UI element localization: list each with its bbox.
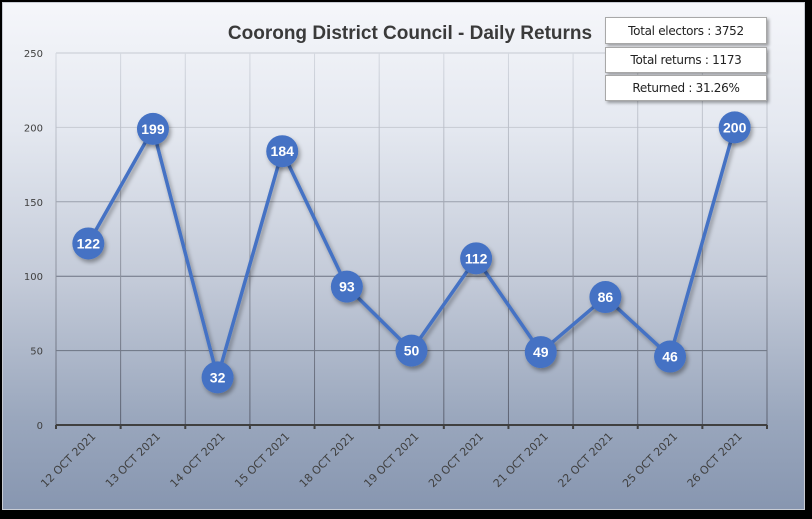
x-tick-label: 19 OCT 2021 [361,430,421,490]
x-tick-label: 14 OCT 2021 [168,430,228,490]
x-tick-label: 13 OCT 2021 [103,430,163,490]
y-tick-label: 150 [24,198,43,209]
data-point: 32 [201,361,234,394]
data-point-label: 122 [77,235,101,251]
total-returns-box: Total returns : 1173 [605,47,767,73]
total-returns-text: Total returns : 1173 [630,53,742,67]
x-tick-label: 25 OCT 2021 [620,430,680,490]
returned-percent-text: Returned : 31.26% [632,81,740,95]
returned-percent-box: Returned : 31.26% [605,75,767,101]
y-tick-label: 200 [24,123,43,134]
data-point-label: 46 [662,349,678,365]
data-point-marker [718,111,751,144]
data-point-marker [589,281,622,314]
total-electors-text: Total electors : 3752 [628,23,744,38]
data-point-marker [266,135,299,168]
x-axis: 12 OCT 2021 13 OCT 2021 14 OCT 2021 15 OCT … [38,424,768,490]
x-tick-label: 12 OCT 2021 [38,430,98,490]
gridlines [55,52,768,425]
y-tick-label: 50 [30,347,43,358]
data-point: 46 [654,340,687,373]
data-point-label: 199 [141,121,165,137]
data-point-marker [201,361,234,394]
y-axis: 0 50 100 150 200 250 [24,49,43,432]
total-electors-box: Total electors : 3752 [605,17,767,44]
data-point: 50 [395,334,428,367]
data-point-label: 184 [271,143,295,159]
data-point-marker [654,340,687,373]
data-point: 112 [460,242,493,275]
x-tick-label: 22 OCT 2021 [555,430,615,490]
data-point-marker [72,227,105,260]
data-point: 93 [330,270,363,303]
data-point-marker [395,334,428,367]
x-tick-label: 15 OCT 2021 [232,430,292,490]
x-tick-label: 21 OCT 2021 [491,430,551,490]
data-point: 122 [72,227,105,260]
data-point-label: 49 [533,344,549,360]
data-point: 200 [718,111,751,144]
chart-area: Coorong District Council - Daily Returns… [2,2,805,510]
x-tick-label: 20 OCT 2021 [426,430,486,490]
data-point: 49 [524,336,557,369]
data-point: 184 [266,135,299,168]
data-point-label: 32 [210,369,226,385]
data-point-label: 93 [339,279,355,295]
y-tick-label: 0 [37,421,43,432]
x-tick-label: 18 OCT 2021 [297,430,357,490]
data-point-label: 112 [465,250,488,266]
data-point: 199 [136,112,169,145]
data-point-label: 200 [723,119,747,135]
data-point-label: 86 [598,289,614,305]
line-chart: Coorong District Council - Daily Returns… [24,23,768,490]
data-point-label: 50 [404,343,420,359]
data-point-marker [524,336,557,369]
chart-title: Coorong District Council - Daily Returns [228,23,592,44]
data-point-marker [460,242,493,275]
data-point: 86 [589,281,622,314]
data-point-marker [330,270,363,303]
y-tick-label: 250 [24,49,43,60]
data-point-marker [136,112,169,145]
y-tick-label: 100 [24,272,43,283]
series-daily-returns: 122 199 32 184 93 50 112 49 86 46 200 [72,111,751,394]
x-tick-label: 26 OCT 2021 [685,430,745,490]
